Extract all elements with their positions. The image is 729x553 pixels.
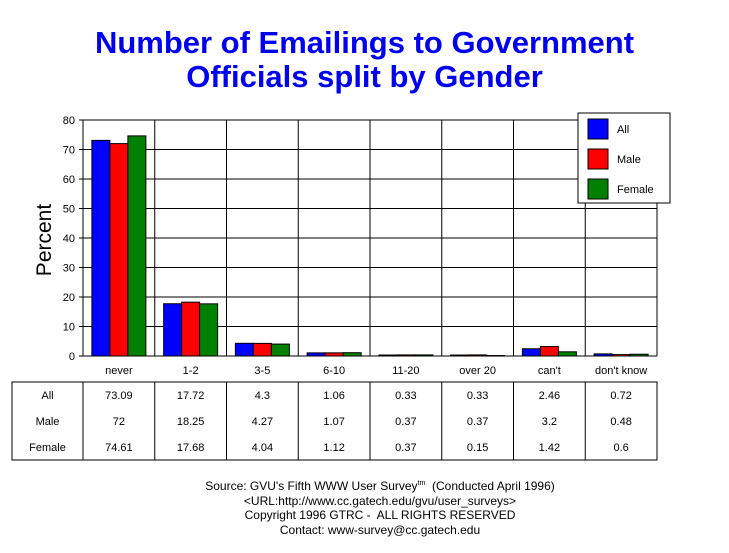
table-cell-value: 74.61 [105,442,133,454]
y-axis-label-group: Percent [33,204,56,277]
legend-swatch [587,118,609,140]
data-table: All 73.09 17.72 4.3 1.06 0.33 0.33 2.46 0.72 Male… [11,381,658,461]
y-tick-label: 80 [63,115,75,127]
legend-swatch [587,178,609,200]
chart-title-line-2: Officials split by Gender [186,59,543,94]
bar-female [342,352,362,357]
table-cell-value: 1.42 [539,442,560,454]
source-conducted: (Conducted April 1996) [425,479,555,493]
axes [79,119,83,357]
bar-female [486,355,506,357]
bar-all [91,139,111,357]
legend-label: All [617,124,629,136]
table-row-label: Female [29,442,66,454]
bar-all [234,342,254,357]
y-tick-label: 40 [63,233,75,245]
source-url: <URL:http://www.cc.gatech.edu/gvu/user_s… [243,493,517,508]
table-cell-value: 4.27 [252,416,273,428]
y-tick-label: 60 [63,174,75,186]
y-tick-label: 50 [63,204,75,216]
chart-title: Number of Emailings to Government Offici… [0,26,729,94]
table-row-label: Male [36,416,60,428]
table-cell-value: 0.33 [395,390,416,402]
legend: All Male Female [577,112,671,204]
bars [91,135,649,357]
bar-male [611,354,631,357]
bar-male [468,354,488,357]
table-cell-value: 4.04 [252,442,273,454]
x-tick-label: 6-10 [323,365,345,377]
table-cell-value: 17.72 [177,390,205,402]
table-cell-value: 73.09 [105,390,133,402]
bar-all [378,354,398,357]
bar-all [593,353,613,357]
bar-female [629,353,649,357]
bar-female [127,135,147,357]
table-cell-value: 0.37 [395,442,416,454]
table-cell-value: 17.68 [177,442,205,454]
x-tick-label: 11-20 [392,365,419,377]
bar-female [414,354,434,357]
table-cell-value: 1.12 [323,442,344,454]
x-tick-labels: never 1-2 3-5 6-10 11-20 over 20 can't don't kn… [105,365,647,377]
y-tick-label: 30 [63,263,75,275]
table-cell-value: 3.2 [542,416,557,428]
trademark-mark: tm [417,480,426,487]
contact: Contact: www-survey@cc.gatech.edu [279,522,481,537]
x-tick-label: 1-2 [183,365,199,377]
x-tick-label: can't [538,365,561,377]
bar-all [521,348,541,357]
y-axis-label: Percent [33,204,56,277]
table-cell-value: 1.07 [323,416,344,428]
bar-all [306,352,326,357]
copyright: Copyright 1996 GTRC - ALL RIGHTS RESERVE… [244,508,516,522]
bar-male [324,352,344,357]
bar-all [163,303,183,357]
table-cell-value: 0.33 [467,390,488,402]
table-row-label: All [41,390,53,402]
table-cell-value: 0.15 [467,442,488,454]
table-cell-value: 1.06 [323,390,344,402]
table-cell-value: 4.3 [255,390,270,402]
bar-male [252,342,272,357]
y-tick-label: 10 [63,322,75,334]
source-text: Source: GVU's Fifth WWW User Survey [205,479,418,493]
legend-label: Male [617,154,641,166]
grid-lines [82,119,658,357]
y-tick-labels: 0 10 20 30 40 50 60 70 80 [63,115,75,363]
table-cell-value: 0.6 [613,442,628,454]
table-cell-value: 0.48 [610,416,631,428]
bar-male [181,301,201,357]
table-cell-value: 2.46 [539,390,560,402]
x-tick-label: over 20 [459,365,496,377]
table-cell-value: 18.25 [177,416,205,428]
table-cell-value: 72 [113,416,125,428]
bar-male [396,354,416,357]
legend-label: Female [617,184,654,196]
legend-swatch [587,148,609,170]
bar-male [539,346,559,357]
table-cell-value: 0.37 [467,416,488,428]
x-tick-label: 3-5 [254,365,270,377]
x-tick-label: don't know [595,365,647,377]
table-cell-value: 0.37 [395,416,416,428]
bar-male [109,143,129,357]
bar-female [199,303,219,357]
y-tick-label: 0 [69,351,75,363]
source-footer: Source: GVU's Fifth WWW User Surveytm (C… [0,477,729,537]
chart-title-line-1: Number of Emailings to Government [94,25,635,60]
x-tick-label: never [105,365,133,377]
table-cell-value: 0.72 [610,390,631,402]
bar-all [450,354,470,357]
source-line-1: Source: GVU's Fifth WWW User Surveytm (C… [0,477,729,494]
bar-female [270,343,290,357]
y-tick-label: 20 [63,292,75,304]
y-tick-label: 70 [63,145,75,157]
bar-female [557,351,577,357]
